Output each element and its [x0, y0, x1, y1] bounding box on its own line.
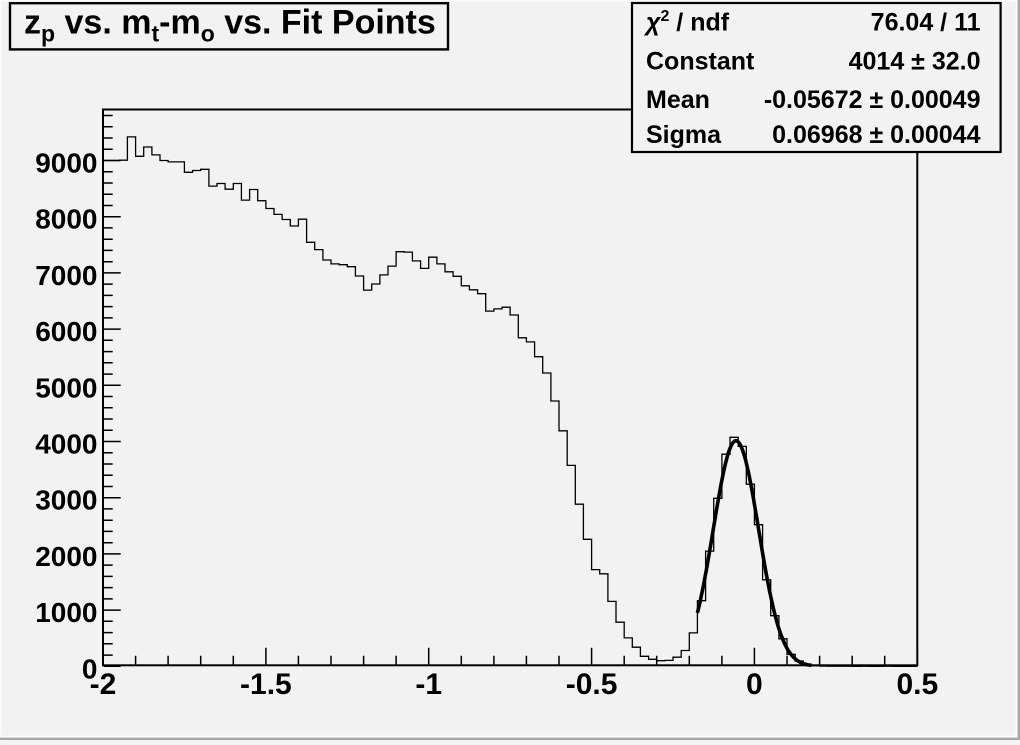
svg-text:Constant: Constant: [646, 48, 755, 76]
svg-text:0: 0: [82, 653, 98, 684]
svg-text:-0.05672 ± 0.00049: -0.05672 ± 0.00049: [764, 86, 981, 114]
svg-text:7000: 7000: [35, 260, 97, 291]
svg-text:-1: -1: [415, 668, 442, 701]
svg-text:0: 0: [746, 668, 763, 701]
svg-text:9000: 9000: [35, 148, 97, 179]
svg-text:6000: 6000: [35, 316, 97, 347]
svg-text:zp vs. mt-mo vs. Fit Points: zp vs. mt-mo vs. Fit Points: [24, 4, 436, 47]
svg-text:4014 ± 32.0: 4014 ± 32.0: [849, 48, 981, 76]
svg-text:4000: 4000: [35, 429, 97, 460]
svg-text:-0.5: -0.5: [566, 668, 618, 701]
svg-text:2000: 2000: [35, 541, 97, 572]
svg-text:3000: 3000: [35, 485, 97, 516]
svg-text:Sigma: Sigma: [646, 121, 722, 149]
svg-text:1000: 1000: [35, 597, 97, 628]
svg-text:χ2 / ndf: χ2 / ndf: [643, 8, 730, 37]
svg-text:0.5: 0.5: [896, 668, 938, 701]
svg-text:5000: 5000: [35, 372, 97, 403]
svg-text:8000: 8000: [35, 204, 97, 235]
svg-text:-1.5: -1.5: [240, 668, 292, 701]
svg-text:-2: -2: [90, 668, 117, 701]
svg-text:0.06968 ± 0.00044: 0.06968 ± 0.00044: [772, 121, 980, 149]
svg-text:76.04 / 11: 76.04 / 11: [871, 9, 981, 37]
svg-text:Mean: Mean: [646, 86, 710, 114]
